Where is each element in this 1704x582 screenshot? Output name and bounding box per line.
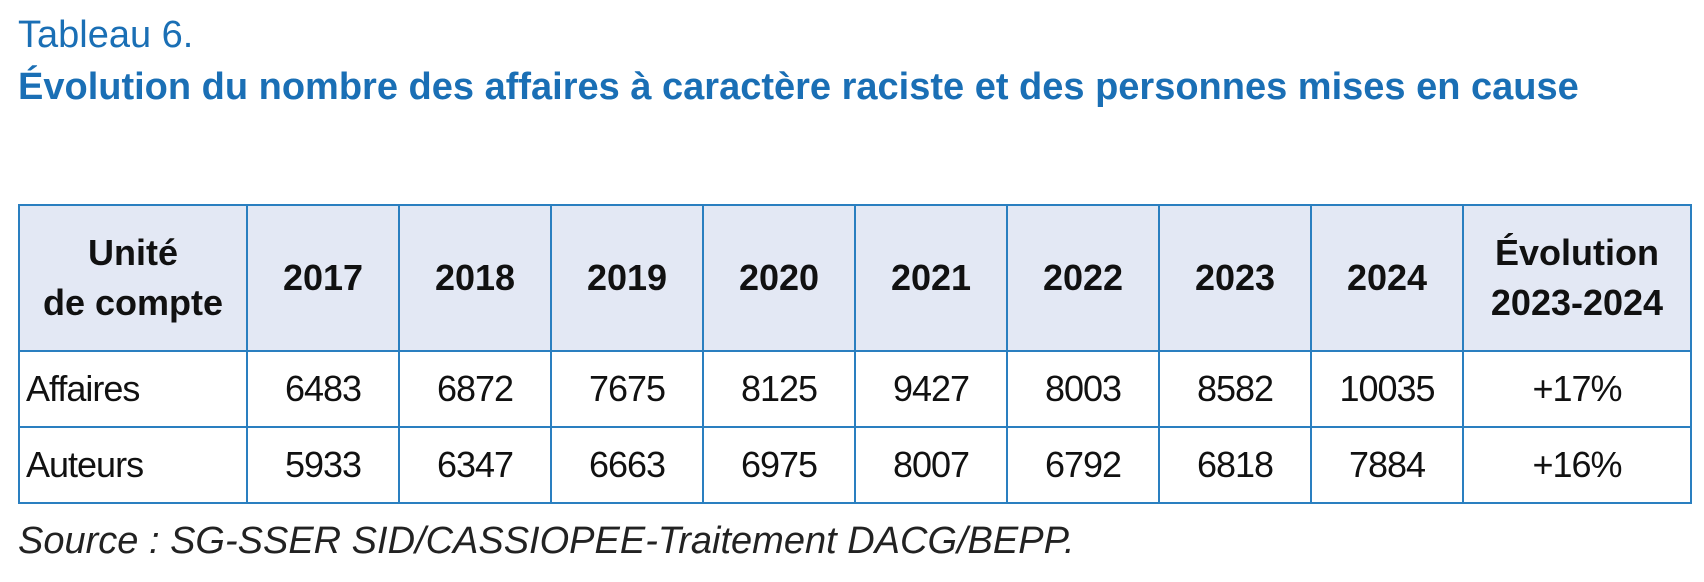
value-cell: 6792 xyxy=(1006,426,1160,504)
header-cell-year: 2023 xyxy=(1158,204,1312,352)
value-cell: 8003 xyxy=(1006,350,1160,428)
header-cell-unit: Unité de compte xyxy=(18,204,248,352)
value-cell: 8007 xyxy=(854,426,1008,504)
value-cell: 8582 xyxy=(1158,350,1312,428)
header-row: Unité de compte 2017 2018 2019 2020 2021… xyxy=(18,204,1692,352)
value-cell: 10035 xyxy=(1310,350,1464,428)
value-cell: 7675 xyxy=(550,350,704,428)
evolution-cell: +17% xyxy=(1462,350,1692,428)
header-cell-year: 2024 xyxy=(1310,204,1464,352)
value-cell: 7884 xyxy=(1310,426,1464,504)
header-cell-year: 2019 xyxy=(550,204,704,352)
value-cell: 6872 xyxy=(398,350,552,428)
row-label-cell: Affaires xyxy=(18,350,248,428)
data-table: Unité de compte 2017 2018 2019 2020 2021… xyxy=(18,204,1692,504)
evolution-cell: +16% xyxy=(1462,426,1692,504)
value-cell: 6818 xyxy=(1158,426,1312,504)
table-title: Évolution du nombre des affaires à carac… xyxy=(18,66,1579,108)
table-row-auteurs: Auteurs 5933 6347 6663 6975 8007 6792 68… xyxy=(18,426,1692,504)
header-cell-evolution: Évolution 2023-2024 xyxy=(1462,204,1692,352)
header-unit-line-2: de compte xyxy=(42,282,224,323)
header-cell-year: 2018 xyxy=(398,204,552,352)
value-cell: 5933 xyxy=(246,426,400,504)
value-cell: 8125 xyxy=(702,350,856,428)
value-cell: 6483 xyxy=(246,350,400,428)
header-evolution-line-2: 2023-2024 xyxy=(1490,282,1664,323)
value-cell: 9427 xyxy=(854,350,1008,428)
data-table-container: Unité de compte 2017 2018 2019 2020 2021… xyxy=(18,204,1692,504)
value-cell: 6663 xyxy=(550,426,704,504)
value-cell: 6975 xyxy=(702,426,856,504)
header-evolution-line-1: Évolution xyxy=(1495,232,1659,273)
header-unit-line-1: Unité xyxy=(88,232,178,273)
table-row-affaires: Affaires 6483 6872 7675 8125 9427 8003 8… xyxy=(18,350,1692,428)
header-cell-year: 2022 xyxy=(1006,204,1160,352)
header-cell-year: 2017 xyxy=(246,204,400,352)
table-label: Tableau 6. xyxy=(18,14,194,56)
header-cell-year: 2021 xyxy=(854,204,1008,352)
source-note: Source : SG-SSER SID/CASSIOPEE-Traitemen… xyxy=(18,520,1075,562)
header-cell-year: 2020 xyxy=(702,204,856,352)
row-label-cell: Auteurs xyxy=(18,426,248,504)
value-cell: 6347 xyxy=(398,426,552,504)
